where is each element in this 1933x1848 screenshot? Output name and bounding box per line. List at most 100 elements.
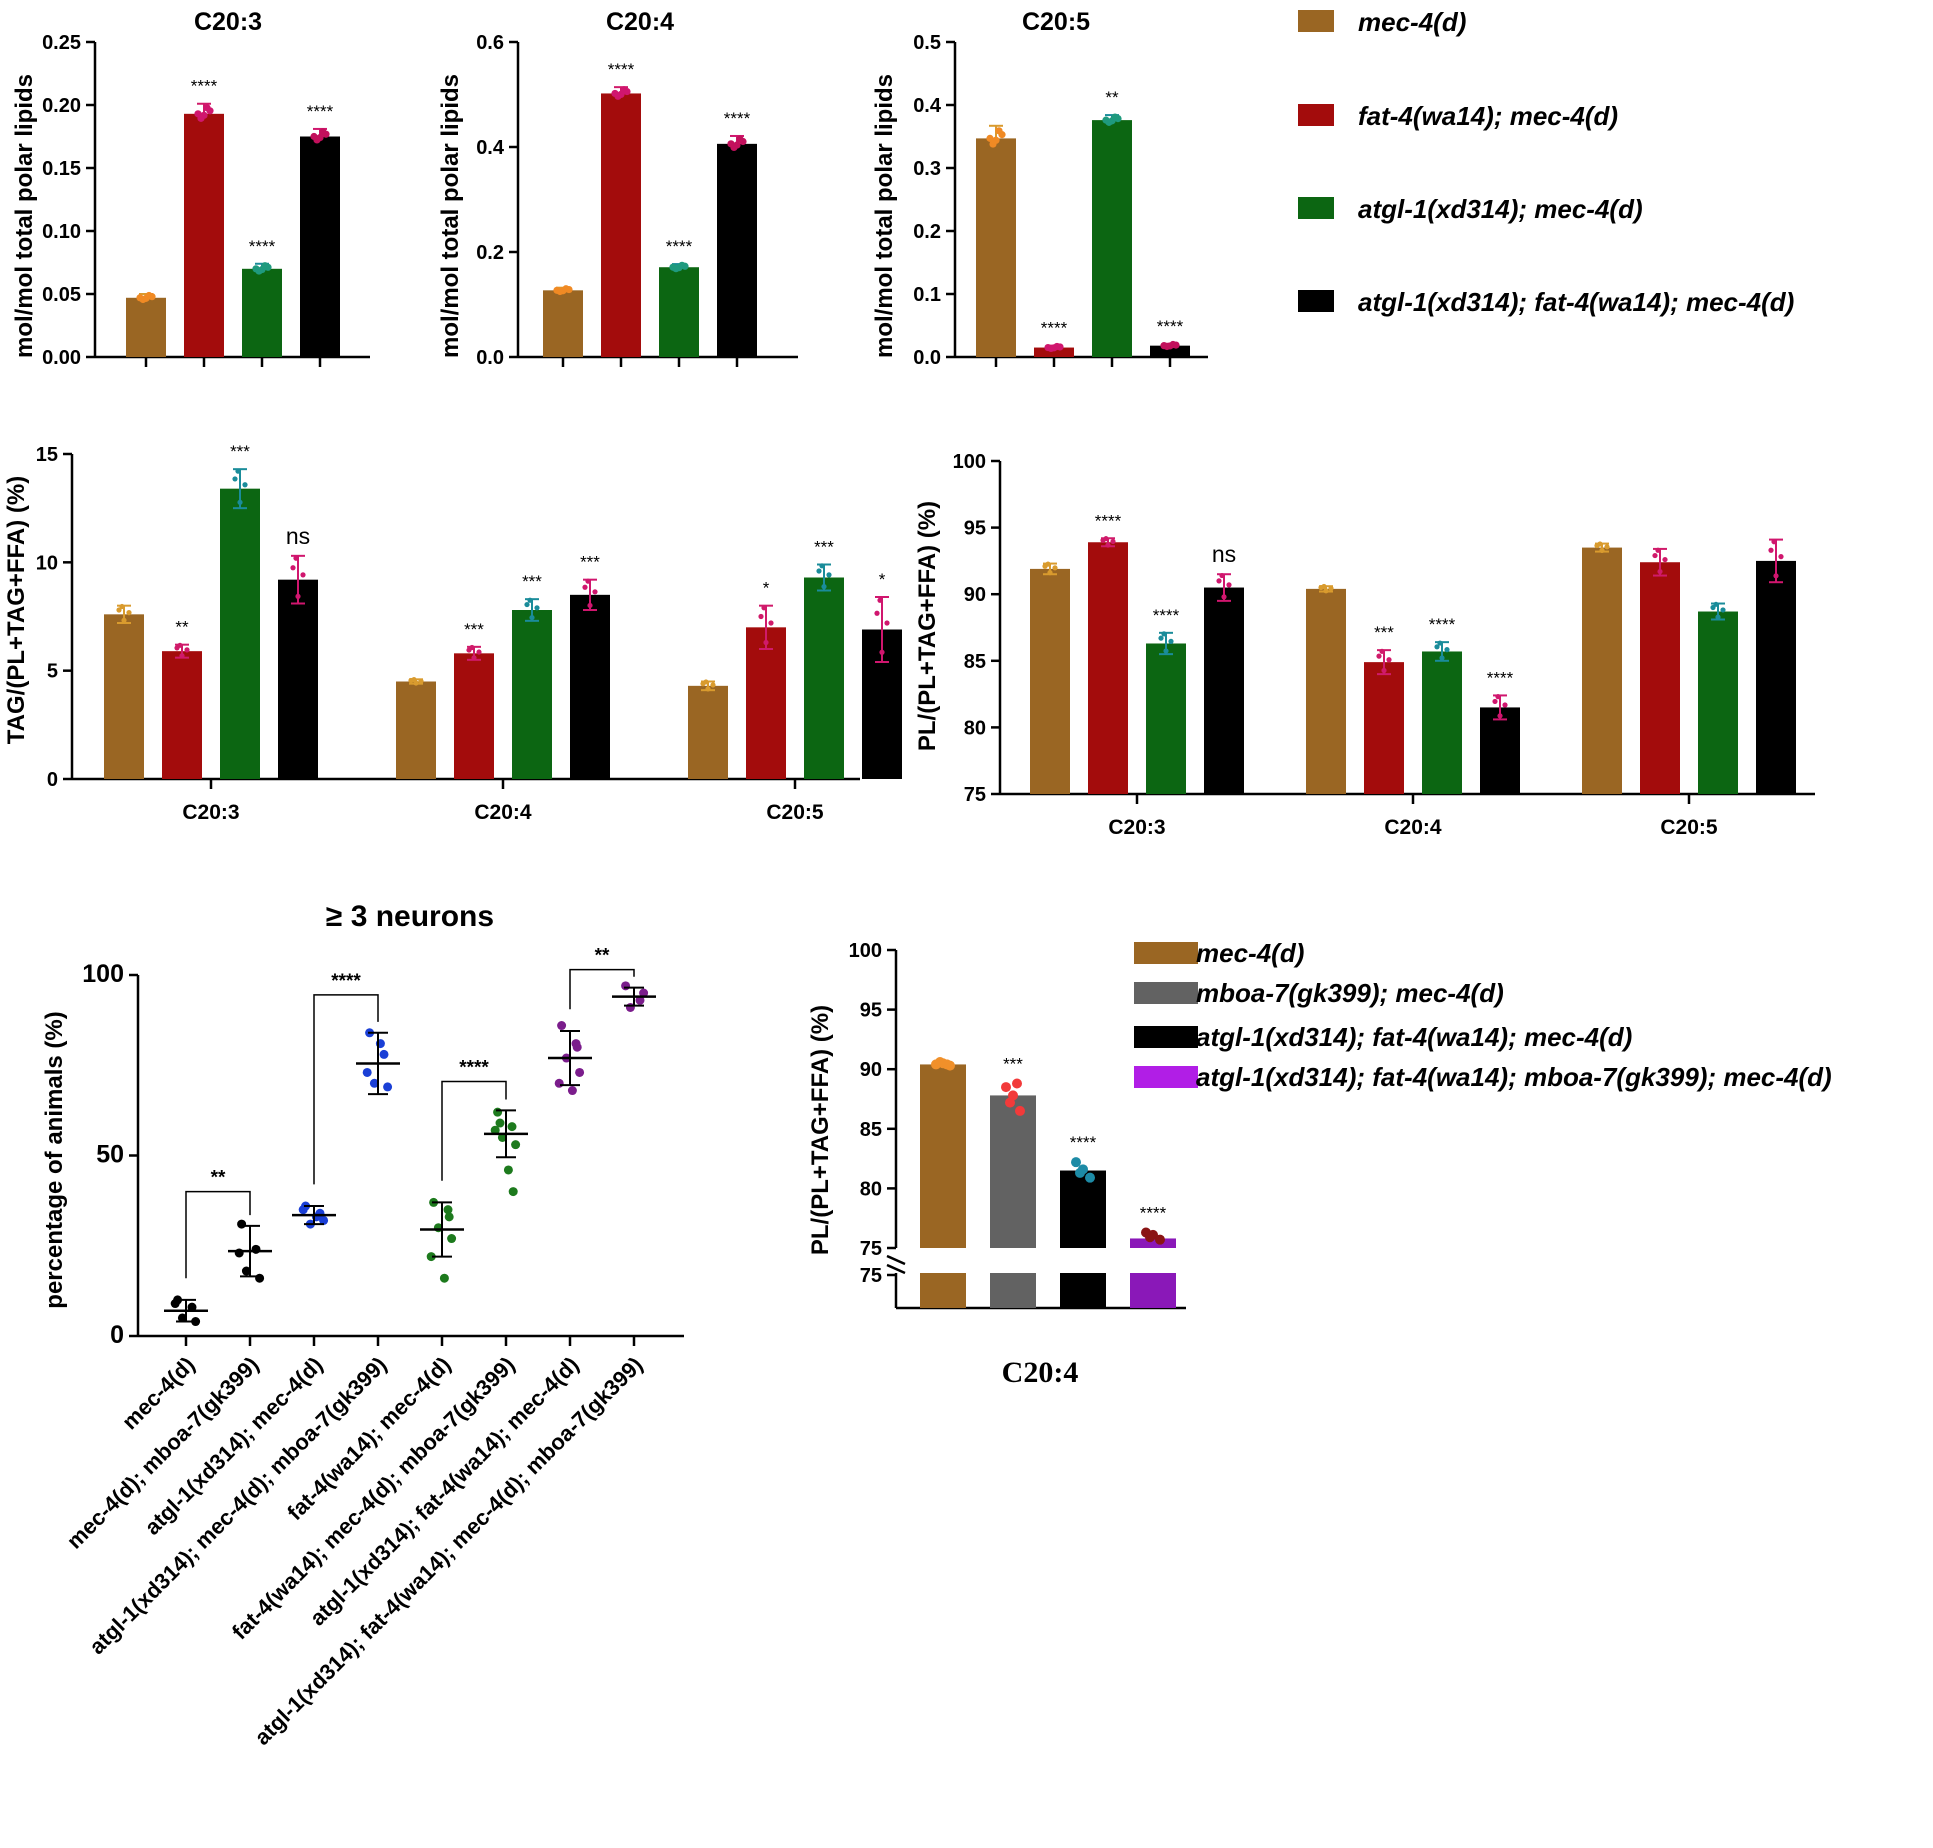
neurons-data-point [572, 1042, 582, 1052]
neurons-x-tick-label: atgl-1(xd314); mec-4(d); mboa-7(gk399) [84, 1352, 391, 1659]
tag-bar [104, 614, 144, 779]
tag-y-tick-label: 5 [47, 661, 58, 683]
tag-data-point [534, 605, 540, 611]
neurons-data-point [495, 1118, 505, 1128]
neurons-data-point [298, 1205, 308, 1215]
c203-data-point [261, 262, 269, 270]
tag-data-point [179, 653, 185, 659]
pl-data-point [1158, 635, 1164, 641]
neurons-data-point [511, 1140, 521, 1150]
y-axis-label-pl: PL/(PL+TAG+FFA) (%) [914, 501, 941, 751]
pl-x-tick-label: C20:5 [1660, 816, 1718, 839]
pl204-bar-lower [1060, 1273, 1106, 1308]
tag-data-point [585, 578, 591, 584]
pl-data-point [1604, 544, 1610, 550]
c203-y-tick-label: 0.20 [42, 95, 81, 117]
c205-significance: **** [1041, 319, 1068, 338]
neurons-bracket-label: **** [459, 1057, 489, 1078]
neurons-data-point [635, 995, 645, 1005]
neurons-data-point [383, 1082, 393, 1092]
pl-data-point [1168, 638, 1174, 644]
tag-bar [220, 488, 260, 779]
c204-data-point [730, 143, 738, 151]
pl204-y-tick-label: 80 [860, 1178, 882, 1200]
pl-data-point [1323, 588, 1329, 594]
tag-data-point [471, 655, 477, 661]
c204-significance: **** [608, 60, 635, 79]
c205-data-point [1163, 342, 1171, 351]
tag-data-point [121, 617, 127, 624]
c203-data-point [197, 114, 205, 122]
pl-significance: ns [1212, 541, 1236, 567]
neurons-data-point [508, 1187, 518, 1197]
legend-label-fat-4: fat-4(wa14); mec-4(d) [1358, 101, 1618, 131]
tag-data-point [582, 584, 588, 590]
pl204-data-point [1155, 1234, 1165, 1245]
pl-data-point [1221, 594, 1227, 600]
pl204-bar [920, 1064, 966, 1248]
pl204-significance: **** [1140, 1204, 1167, 1223]
tag-data-point [819, 563, 825, 569]
pl-data-point [1713, 601, 1719, 607]
pl-data-point [1376, 653, 1382, 659]
pl-bar [1698, 611, 1738, 794]
c203-data-point [139, 295, 147, 304]
pl-bar [1582, 547, 1622, 794]
pl-data-point [1219, 572, 1225, 579]
pl-data-point [1386, 657, 1392, 663]
tag-data-point [529, 614, 535, 621]
c204-bar [659, 267, 699, 357]
tag-data-point [177, 642, 183, 648]
pl204-bar [990, 1095, 1036, 1248]
c203-significance: **** [307, 102, 334, 121]
neurons-data-point [237, 1219, 247, 1229]
c205-data-point [1053, 342, 1061, 351]
legend-swatch-fat-4 [1298, 104, 1334, 126]
tag-data-point [242, 482, 248, 488]
pl-bar [1364, 662, 1404, 794]
pl-data-point [1226, 582, 1232, 588]
pl-data-point [1502, 702, 1508, 708]
pl-data-point [1216, 578, 1222, 584]
legend-label-mec-4-b: mec-4(d) [1196, 938, 1304, 968]
tag-significance: *** [464, 620, 484, 639]
tag-data-point [879, 649, 885, 655]
tag-significance: *** [522, 572, 542, 591]
neurons-data-point [503, 1165, 513, 1175]
neurons-data-point [426, 1252, 436, 1262]
neurons-data-point [439, 1273, 449, 1283]
pl-y-tick-label: 85 [964, 651, 986, 673]
tag-bar [688, 685, 728, 779]
c204-data-point [672, 265, 680, 273]
neurons-bracket [441, 1080, 507, 1181]
c204-data-point [620, 86, 628, 94]
chart-pl-c20-4-broken: PL/(PL+TAG+FFA) (%) C20:4 75 80 85 90 95 100 7… [807, 940, 1186, 1389]
neurons-y-tick-label: 100 [82, 960, 124, 988]
tag-data-point [476, 649, 482, 655]
neurons-data-point [251, 1244, 261, 1254]
pl-significance: **** [1153, 606, 1180, 625]
c203-y-tick-label: 0.25 [42, 32, 81, 54]
pl-data-point [1778, 554, 1784, 560]
c203-significance: **** [249, 237, 276, 256]
neurons-data-point [177, 1313, 187, 1323]
pl-data-point [1720, 607, 1726, 613]
c205-bar [1150, 345, 1190, 357]
pl-data-point [1105, 542, 1111, 548]
neurons-bracket [313, 994, 379, 1185]
pl204-data-point [1015, 1105, 1025, 1116]
neurons-data-point [443, 1205, 453, 1215]
neurons-bracket-label: ** [211, 1168, 226, 1189]
tag-x-tick-label: C20:5 [766, 801, 824, 824]
c205-bar [1092, 120, 1132, 358]
neurons-data-point [567, 1086, 577, 1096]
neurons-data-point [490, 1125, 500, 1135]
c204-bar [717, 143, 757, 357]
neurons-data-point [554, 1078, 564, 1088]
tag-significance: ** [175, 618, 189, 637]
neurons-data-point [575, 1067, 585, 1077]
pl-bar [1422, 651, 1462, 794]
tag-bar [162, 651, 202, 779]
c205-y-tick-label: 0.2 [913, 221, 941, 243]
chart-c20-4: C20:4 mol/mol total polar lipids 0.0 0.2 0… [437, 8, 798, 369]
